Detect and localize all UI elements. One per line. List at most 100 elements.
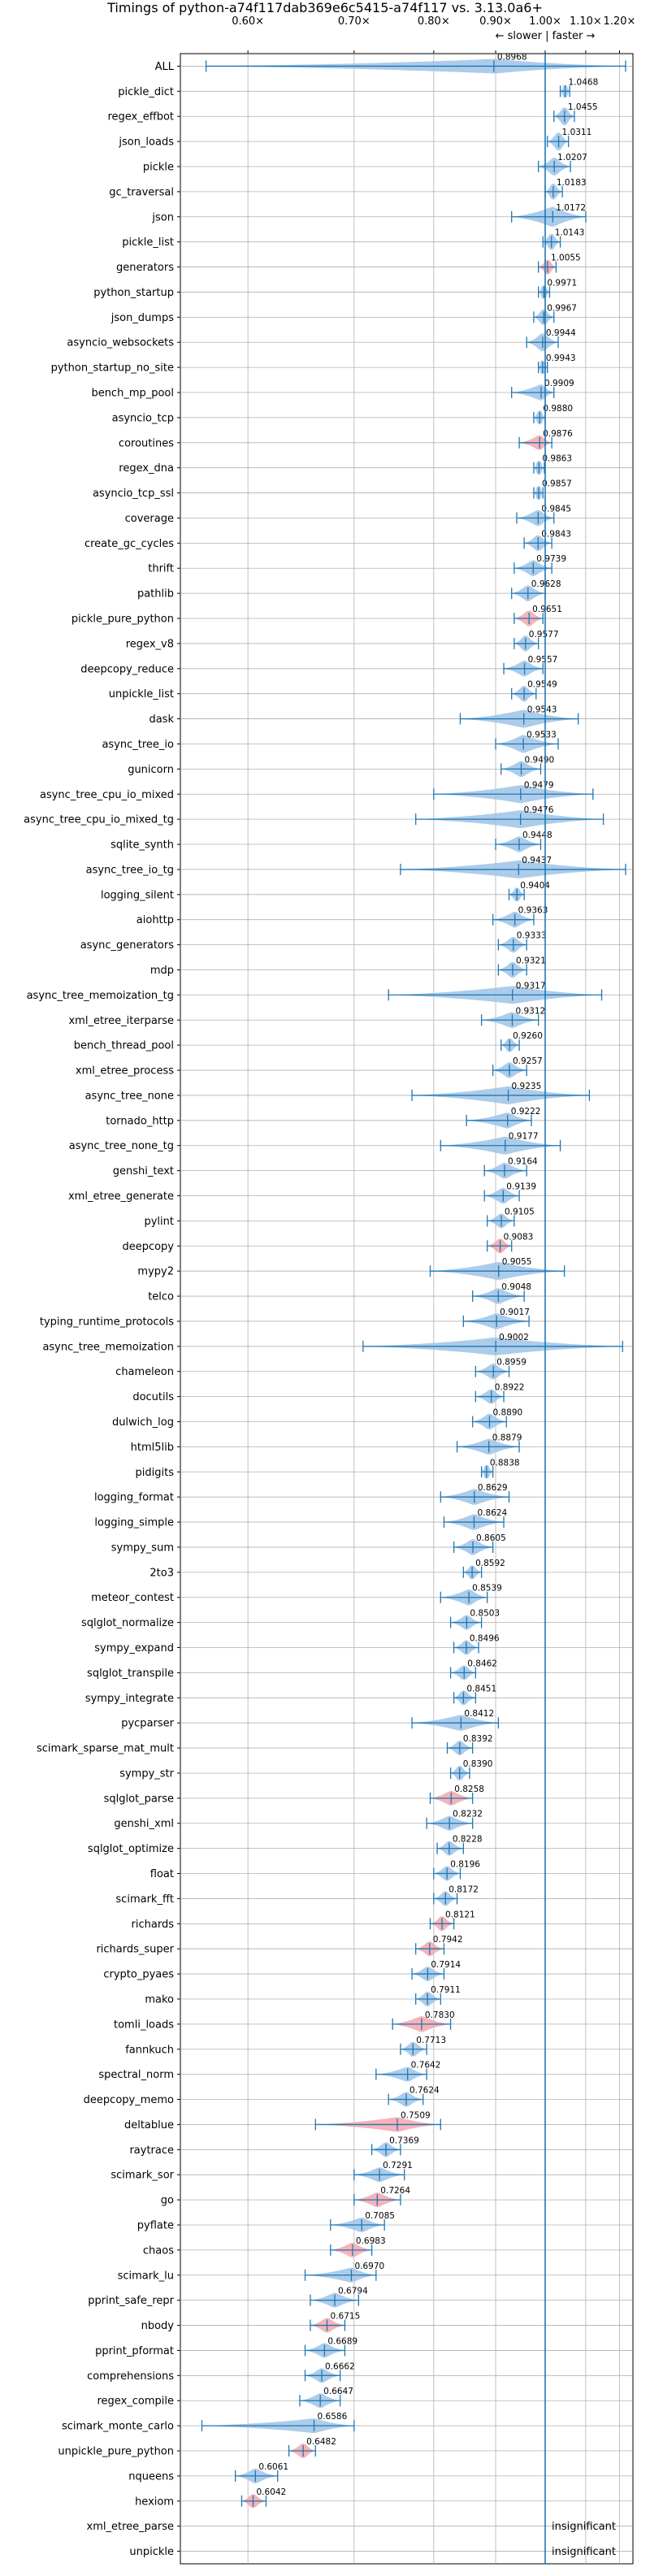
value-label: 0.8462 (467, 1659, 497, 1668)
value-label: 0.6794 (338, 2287, 368, 2296)
benchmark-label: go (161, 2195, 174, 2207)
value-label: 1.0468 (569, 77, 599, 87)
benchmark-label: pylint (144, 1216, 174, 1228)
value-label: 0.8922 (495, 1383, 525, 1393)
value-label: 0.8392 (463, 1734, 493, 1744)
benchmark-label: sympy_str (119, 1767, 174, 1780)
benchmark-label: generators (116, 262, 174, 274)
value-label: 0.7911 (431, 1985, 461, 1995)
benchmark-label: deepcopy (122, 1241, 174, 1253)
value-label: 0.9321 (516, 956, 546, 965)
benchmark-label: create_gc_cycles (84, 538, 174, 550)
benchmark-label: json_loads (118, 137, 174, 149)
benchmark-label: docutils (132, 1391, 174, 1403)
value-label: 0.8496 (470, 1634, 500, 1644)
x-tick-label: 0.90× (479, 15, 512, 28)
value-label: 0.9476 (524, 805, 554, 815)
value-label: 0.8390 (463, 1759, 493, 1769)
benchmark-label: regex_effbot (107, 111, 174, 124)
value-label: 0.7942 (433, 1935, 463, 1945)
value-label: 0.9843 (541, 529, 571, 539)
benchmark-label: logging_format (94, 1492, 174, 1504)
benchmark-label: scimark_sor (110, 2170, 174, 2182)
value-label: 0.9437 (522, 856, 552, 865)
benchmark-label: sqlglot_parse (104, 1793, 174, 1805)
insignificant-note: insignificant (552, 2521, 616, 2533)
value-label: 0.6586 (318, 2412, 348, 2422)
value-label: 0.9739 (536, 554, 566, 564)
value-label: 1.0143 (555, 228, 585, 238)
value-label: 0.9533 (526, 730, 557, 739)
value-label: 0.9317 (516, 981, 546, 991)
value-label: 0.9260 (513, 1031, 543, 1041)
benchmark-label: pprint_safe_repr (88, 2295, 174, 2307)
value-label: 0.8258 (454, 1785, 484, 1794)
value-label: 0.9944 (546, 328, 576, 338)
value-label: 0.9543 (527, 705, 557, 715)
benchmark-label: bench_thread_pool (74, 1040, 174, 1052)
benchmark-label: spectral_norm (98, 2069, 174, 2081)
benchmark-label: sqlite_synth (110, 839, 174, 852)
benchmark-label: mdp (150, 965, 174, 977)
value-label: 1.0172 (556, 203, 586, 213)
benchmark-label: typing_runtime_protocols (40, 1316, 174, 1328)
benchmark-label: pickle_pure_python (72, 614, 174, 626)
value-label: 1.0311 (562, 128, 592, 137)
value-label: 0.9139 (506, 1182, 536, 1191)
value-label: 0.9222 (511, 1107, 541, 1117)
value-label: 0.8629 (478, 1483, 508, 1493)
value-label: 0.8959 (496, 1358, 526, 1368)
benchmark-label: aiohttp (136, 914, 174, 926)
value-label: 0.8172 (448, 1884, 479, 1894)
value-label: 0.8838 (490, 1458, 520, 1468)
benchmark-label: chaos (143, 2244, 174, 2257)
benchmark-label: async_tree_none_tg (69, 1140, 174, 1152)
value-label: 0.9312 (515, 1006, 545, 1016)
benchmark-label: pickle_dict (118, 86, 174, 98)
value-label: 0.6715 (331, 2312, 361, 2322)
value-label: 0.6970 (354, 2262, 384, 2271)
benchmark-label: deepcopy_reduce (80, 663, 174, 675)
benchmark-label: scimark_lu (118, 2270, 174, 2282)
benchmark-label: async_tree_io (102, 739, 174, 751)
value-label: 0.8196 (450, 1860, 480, 1870)
benchmark-label: unpickle_list (109, 688, 174, 700)
value-label: 0.9017 (500, 1308, 530, 1317)
value-label: 0.7830 (425, 2010, 455, 2020)
benchmark-label: python_startup_no_site (51, 362, 174, 375)
value-label: 0.9164 (508, 1157, 538, 1167)
x-tick-label: 1.10× (570, 15, 602, 28)
benchmark-label: comprehensions (87, 2370, 174, 2383)
value-label: 0.9235 (512, 1082, 542, 1091)
value-label: 0.9479 (524, 780, 554, 790)
benchmark-label: pprint_pformat (95, 2345, 174, 2357)
value-label: 0.8451 (466, 1684, 496, 1693)
benchmark-label: coverage (125, 513, 174, 525)
benchmark-label: pickle (143, 162, 174, 174)
benchmark-label: asyncio_websockets (67, 337, 174, 349)
value-label: 0.7914 (431, 1960, 461, 1970)
value-label: 0.8121 (445, 1910, 475, 1919)
value-label: 0.8228 (453, 1835, 483, 1845)
benchmark-label: deepcopy_memo (84, 2094, 174, 2106)
benchmark-label: mako (145, 1993, 174, 2006)
value-label: 0.9557 (528, 655, 558, 665)
benchmark-label: nqueens (128, 2470, 174, 2483)
value-label: 0.9863 (542, 454, 572, 464)
value-label: 0.9628 (531, 579, 561, 589)
value-label: 0.9490 (525, 755, 555, 765)
value-label: 0.9105 (505, 1207, 535, 1216)
benchmark-label: mypy2 (137, 1266, 174, 1278)
value-label: 0.7509 (401, 2110, 431, 2120)
benchmark-label: async_tree_cpu_io_mixed (40, 789, 174, 801)
x-tick-label: 1.00× (529, 15, 561, 28)
value-label: 0.9876 (543, 429, 573, 439)
plot-frame (180, 53, 634, 2565)
benchmark-label: telco (148, 1291, 174, 1303)
value-label: 0.6689 (327, 2336, 358, 2346)
benchmark-label: crypto_pyaes (103, 1969, 174, 1981)
benchmark-label: sqlglot_optimize (88, 1843, 174, 1855)
value-label: 0.7264 (380, 2186, 410, 2196)
